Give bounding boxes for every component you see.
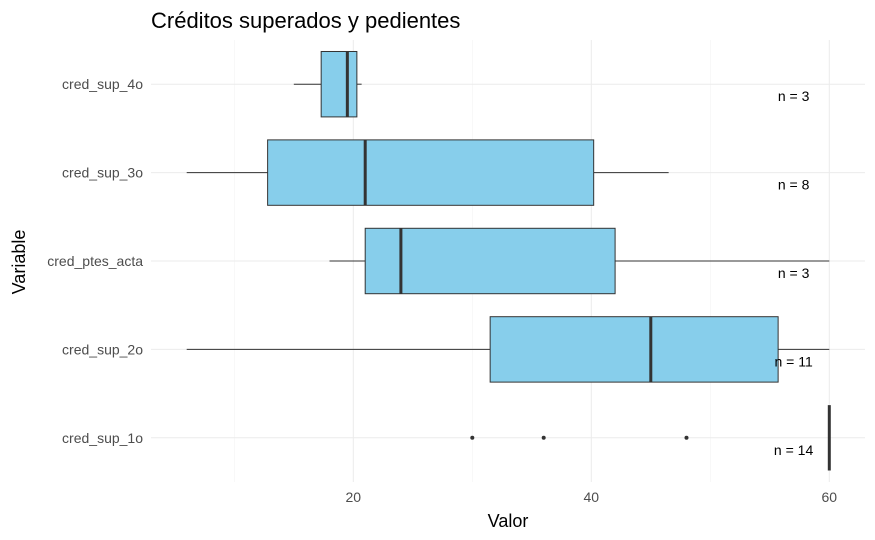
box-cred_ptes_acta — [329, 227, 830, 295]
iqr-box — [364, 227, 616, 295]
y-tick-label: cred_ptes_acta — [47, 253, 143, 269]
boxes — [186, 50, 831, 471]
x-tick-label: 20 — [346, 489, 362, 505]
iqr-box — [267, 139, 595, 206]
count-label: n = 11 — [774, 353, 812, 369]
x-tick-label: 40 — [584, 489, 600, 505]
outlier-point — [684, 435, 689, 440]
x-axis-title: Valor — [488, 511, 529, 531]
outlier-point — [541, 435, 546, 440]
x-tick-labels: 20 40 60 — [346, 489, 838, 505]
box-cred_sup_1o — [470, 405, 831, 471]
y-axis-title: Variable — [9, 230, 29, 295]
iqr-box — [489, 316, 779, 383]
y-tick-label: cred_sup_3o — [62, 165, 143, 181]
box-cred_sup_4o — [293, 50, 362, 118]
count-label: n = 3 — [778, 88, 810, 104]
box-cred_sup_3o — [186, 139, 669, 206]
y-tick-label: cred_sup_1o — [62, 430, 143, 446]
outlier-point — [470, 435, 475, 440]
box-cred_sup_2o — [186, 316, 830, 383]
count-label: n = 14 — [774, 442, 814, 458]
count-label: n = 3 — [778, 265, 810, 281]
y-tick-labels: cred_sup_4o cred_sup_3o cred_ptes_actacred… — [47, 76, 143, 446]
count-labels: n = 3 n = 8 n = 3 n = 11 n = 14 — [774, 88, 814, 458]
y-tick-label: cred_sup_2o — [62, 341, 143, 357]
iqr-box — [320, 50, 358, 118]
x-tick-label: 60 — [822, 489, 838, 505]
y-tick-label: cred_sup_4o — [62, 76, 143, 92]
count-label: n = 8 — [778, 177, 810, 193]
chart-title: Créditos superados y pedientes — [151, 8, 460, 33]
